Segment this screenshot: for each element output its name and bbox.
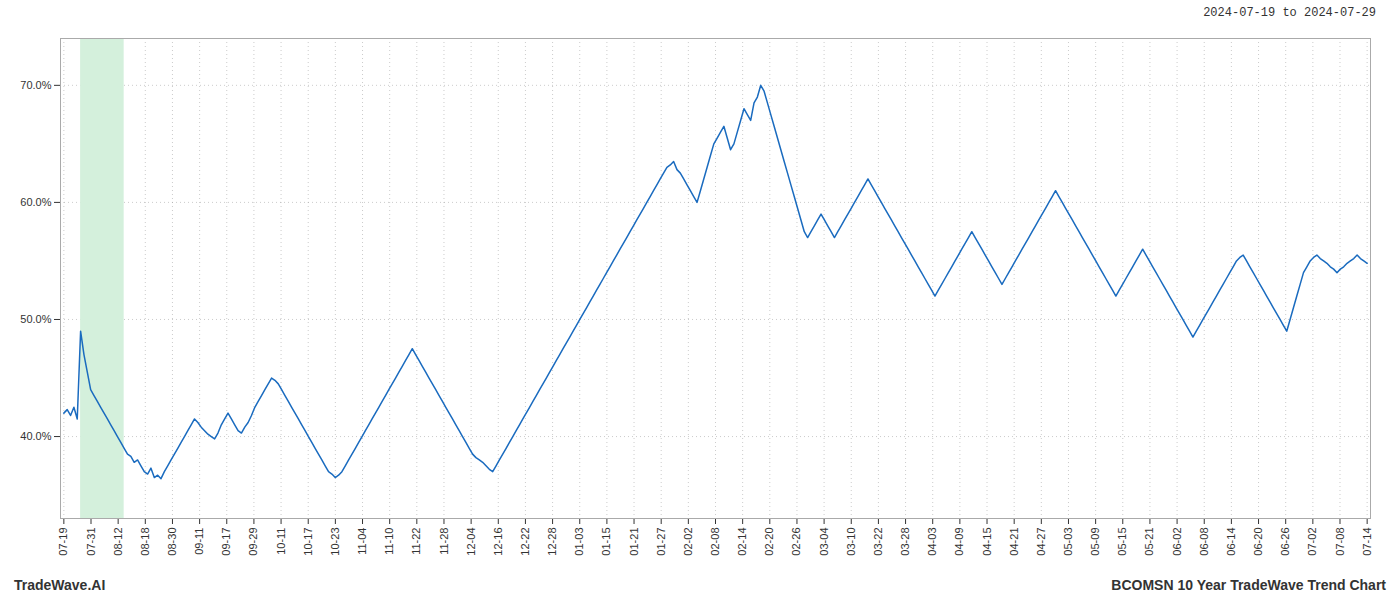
svg-text:04-15: 04-15 — [981, 528, 993, 556]
svg-text:01-21: 01-21 — [628, 528, 640, 556]
svg-text:08-30: 08-30 — [166, 528, 178, 556]
svg-text:12-28: 12-28 — [546, 528, 558, 556]
svg-text:01-15: 01-15 — [600, 528, 612, 556]
svg-text:02-08: 02-08 — [709, 528, 721, 556]
svg-text:01-03: 01-03 — [573, 528, 585, 556]
svg-text:04-27: 04-27 — [1035, 528, 1047, 556]
svg-text:11-10: 11-10 — [383, 528, 395, 555]
svg-text:02-26: 02-26 — [790, 528, 802, 556]
svg-text:70.0%: 70.0% — [20, 79, 51, 91]
svg-text:07-08: 07-08 — [1334, 528, 1346, 556]
svg-text:11-22: 11-22 — [410, 528, 422, 555]
svg-text:05-15: 05-15 — [1116, 528, 1128, 556]
svg-text:04-09: 04-09 — [953, 528, 965, 556]
svg-text:06-20: 06-20 — [1252, 528, 1264, 556]
svg-text:12-22: 12-22 — [519, 528, 531, 556]
html-text:BCOMSN 10 Year TradeWave Trend: BCOMSN 10 Year TradeWave Trend Chart — [1111, 577, 1386, 593]
svg-text:60.0%: 60.0% — [20, 196, 51, 208]
svg-text:06-26: 06-26 — [1279, 528, 1291, 556]
svg-text:07-31: 07-31 — [85, 528, 97, 556]
svg-text:05-03: 05-03 — [1062, 528, 1074, 556]
svg-text:10-17: 10-17 — [302, 528, 314, 556]
svg-text:02-14: 02-14 — [736, 528, 748, 556]
svg-text:11-28: 11-28 — [437, 528, 449, 555]
svg-text:50.0%: 50.0% — [20, 313, 51, 325]
svg-text:06-14: 06-14 — [1225, 528, 1237, 556]
svg-text:04-03: 04-03 — [926, 528, 938, 556]
svg-text:06-08: 06-08 — [1198, 528, 1210, 556]
svg-text:06-02: 06-02 — [1171, 528, 1183, 556]
svg-text:01-27: 01-27 — [655, 528, 667, 556]
html-text:TradeWave.AI: TradeWave.AI — [14, 577, 106, 593]
svg-text:10-23: 10-23 — [329, 528, 341, 556]
svg-text:05-09: 05-09 — [1089, 528, 1101, 556]
svg-text:12-16: 12-16 — [492, 528, 504, 556]
svg-text:10-11: 10-11 — [275, 528, 287, 555]
svg-text:03-22: 03-22 — [872, 528, 884, 556]
svg-text:12-04: 12-04 — [465, 528, 477, 556]
svg-text:02-02: 02-02 — [682, 528, 694, 556]
svg-text:08-18: 08-18 — [139, 528, 151, 556]
svg-text:03-04: 03-04 — [818, 528, 830, 556]
svg-text:09-11: 09-11 — [193, 528, 205, 555]
svg-text:05-21: 05-21 — [1143, 528, 1155, 556]
html-text:2024-07-19 to 2024-07-29: 2024-07-19 to 2024-07-29 — [1203, 6, 1376, 20]
svg-text:03-10: 03-10 — [845, 528, 857, 556]
svg-text:07-19: 07-19 — [57, 528, 69, 556]
svg-text:04-21: 04-21 — [1008, 528, 1020, 556]
svg-text:40.0%: 40.0% — [20, 430, 51, 442]
svg-text:08-12: 08-12 — [112, 528, 124, 556]
svg-text:11-04: 11-04 — [356, 528, 368, 555]
svg-text:02-20: 02-20 — [763, 528, 775, 556]
svg-text:09-17: 09-17 — [220, 528, 232, 556]
svg-text:07-14: 07-14 — [1361, 528, 1373, 556]
svg-text:07-02: 07-02 — [1306, 528, 1318, 556]
svg-text:03-28: 03-28 — [899, 528, 911, 556]
svg-text:09-29: 09-29 — [247, 528, 259, 556]
